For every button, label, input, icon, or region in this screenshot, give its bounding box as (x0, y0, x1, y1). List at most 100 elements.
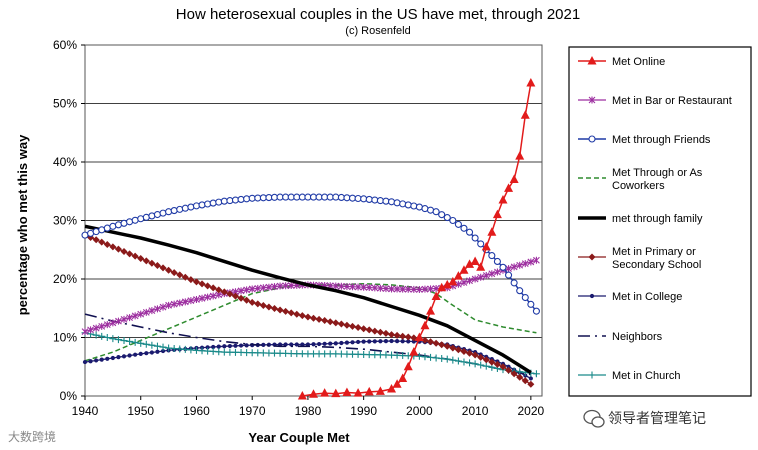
data-point (121, 354, 127, 359)
data-point (294, 342, 299, 347)
data-point (515, 151, 525, 160)
data-point (427, 338, 435, 346)
y-axis: 0% 10% 20% 30% 40% 50% 60% (53, 38, 85, 403)
data-point (181, 273, 189, 281)
data-point (259, 284, 267, 292)
legend-label: Met in Church (612, 370, 680, 382)
data-point (443, 342, 451, 350)
data-point (360, 283, 368, 291)
data-point (365, 326, 373, 334)
data-point (205, 345, 210, 350)
legend-label: Met through Friends (612, 134, 711, 146)
data-point (443, 214, 451, 222)
data-point (488, 270, 496, 278)
data-point (411, 339, 416, 344)
data-point (248, 298, 256, 306)
data-point (204, 200, 212, 208)
data-point (339, 340, 344, 346)
data-point (533, 256, 540, 264)
data-point (360, 325, 368, 333)
data-point (337, 282, 345, 290)
data-point (520, 110, 530, 119)
data-point (87, 326, 94, 334)
data-point (506, 364, 511, 369)
data-point (521, 260, 529, 268)
data-point (322, 341, 327, 346)
data-point (505, 366, 513, 374)
data-point (165, 208, 173, 216)
x-tick-label: 1940 (72, 404, 99, 418)
data-point (149, 350, 154, 355)
data-point (159, 343, 167, 351)
data-point (404, 201, 412, 209)
data-point (109, 335, 117, 343)
data-point (364, 386, 374, 396)
data-point (248, 285, 256, 293)
data-point (165, 266, 173, 274)
data-point (421, 336, 429, 344)
data-point (400, 339, 405, 344)
data-point (144, 351, 149, 356)
data-point (265, 303, 273, 311)
data-point (516, 287, 524, 295)
data-point (438, 211, 446, 219)
data-point (226, 290, 234, 298)
data-point (298, 312, 306, 320)
data-point (353, 388, 363, 397)
data-point (142, 340, 150, 348)
data-point (148, 259, 156, 267)
data-point (488, 358, 496, 366)
data-point (438, 355, 446, 363)
data-point (482, 362, 490, 370)
data-point (448, 276, 458, 286)
data-point (116, 355, 121, 360)
data-point (382, 285, 390, 293)
data-point (216, 344, 221, 349)
legend-label: Met in College (612, 291, 682, 303)
data-point (410, 334, 418, 342)
data-point (432, 354, 440, 362)
data-point (181, 298, 189, 306)
data-point (454, 357, 462, 365)
data-point (383, 339, 389, 344)
data-point (361, 339, 366, 344)
data-point (410, 202, 418, 210)
data-point (532, 370, 540, 378)
x-tick-label: 1960 (183, 404, 210, 418)
data-point (187, 297, 195, 305)
data-point (427, 285, 434, 293)
data-point (350, 340, 355, 345)
data-point (297, 391, 307, 400)
data-point (481, 241, 491, 251)
data-point (365, 284, 373, 292)
data-point (527, 380, 535, 388)
data-point (227, 343, 233, 349)
data-point (471, 360, 479, 368)
data-point (233, 343, 238, 348)
data-point (455, 280, 462, 288)
data-point (254, 284, 262, 292)
data-point (193, 295, 200, 303)
x-tick-label: 1950 (127, 404, 154, 418)
series-3 (81, 193, 540, 315)
legend-marker (587, 56, 597, 65)
data-point (449, 344, 457, 352)
legend-label: Met Through or As Coworkers (612, 167, 703, 192)
legend-item: Met Online (578, 56, 665, 68)
data-point (505, 265, 512, 273)
data-point (243, 296, 251, 304)
data-point (465, 259, 475, 268)
data-point (387, 383, 397, 393)
watermark-right: 领导者管理笔记 (608, 410, 706, 426)
data-point (192, 278, 200, 286)
data-point (437, 282, 447, 292)
x-axis: 1940 1950 1960 1970 1980 1990 2000 2010 2020 (72, 396, 545, 418)
data-point (471, 275, 479, 283)
data-point (153, 262, 161, 270)
data-point (399, 332, 407, 340)
data-point (510, 370, 518, 378)
data-point (148, 307, 156, 315)
data-point (309, 389, 318, 398)
data-point (165, 301, 172, 309)
data-point (131, 338, 139, 346)
